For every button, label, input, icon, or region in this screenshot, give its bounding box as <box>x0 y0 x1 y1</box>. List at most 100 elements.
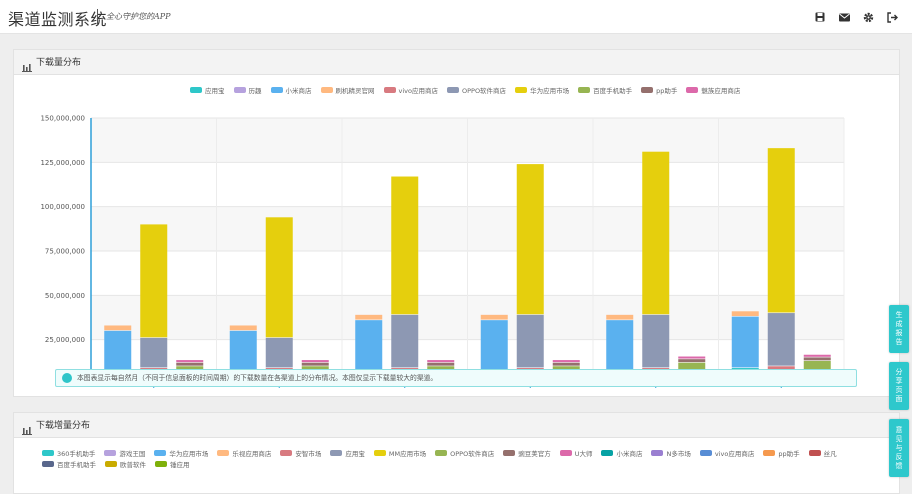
panel-header: 下载量分布 <box>14 50 899 75</box>
legend-swatch <box>435 449 448 456</box>
legend-swatch <box>686 86 699 93</box>
legend-item[interactable]: MM应用市场 <box>373 447 426 458</box>
legend-swatch <box>105 460 117 467</box>
legend-label: 百度手机助手 <box>57 460 96 469</box>
bar-segment <box>265 337 293 368</box>
legend-item[interactable]: 历趣 <box>233 84 262 95</box>
save-icon[interactable] <box>814 11 826 23</box>
legend-swatch <box>808 449 821 456</box>
bar-segment <box>516 164 544 315</box>
legend-item[interactable]: vivo应用商店 <box>383 84 438 95</box>
legend-label: 360手机助手 <box>57 449 96 458</box>
legend-label: pp助手 <box>656 86 678 95</box>
bar-segment <box>552 362 580 366</box>
legend-swatch <box>320 86 333 93</box>
legend-item[interactable]: pp助手 <box>763 447 800 458</box>
bar-chart-icon <box>22 420 32 439</box>
legend-item[interactable]: 乐视应用商店 <box>217 447 271 458</box>
legend-item[interactable]: pp助手 <box>641 84 677 95</box>
mail-icon[interactable] <box>838 11 850 23</box>
bar-segment <box>176 360 204 363</box>
legend-swatch <box>503 449 516 456</box>
app-title: 渠道监测系统 <box>8 10 108 29</box>
legend-item[interactable]: 百度手机助手 <box>578 84 632 95</box>
legend-label: 应用宝 <box>345 449 365 458</box>
share-page-button[interactable]: 分享页面 <box>889 362 909 410</box>
legend-item[interactable]: 应用宝 <box>190 84 225 95</box>
chart-notice: 本图表显示每自然月（不同于信息面板的时间周期）的下载数量在各渠道上的分布情况。本… <box>55 369 857 387</box>
bar-segment <box>803 357 831 361</box>
bar-segment <box>140 337 168 368</box>
legend-item[interactable]: 锤应用 <box>155 458 190 469</box>
legend-label: 华为应用市场 <box>530 86 570 95</box>
bar-segment <box>229 325 257 331</box>
legend-label: 华为应用市场 <box>169 449 209 458</box>
legend-item[interactable]: 豌豆荚官方 <box>503 447 551 458</box>
legend-item[interactable]: N多市场 <box>651 447 691 458</box>
bar-segment <box>767 148 795 313</box>
legend-item[interactable]: OPPO软件商店 <box>435 447 494 458</box>
legend-item[interactable]: 魅族应用商店 <box>686 84 740 95</box>
bar-segment <box>803 354 831 357</box>
legend-item[interactable]: OPPO软件商店 <box>446 84 507 95</box>
legend-label: pp助手 <box>778 449 800 458</box>
y-tick-label: 75,000,000 <box>45 248 85 256</box>
bar-segment <box>355 314 383 320</box>
bar-segment <box>391 176 419 315</box>
bar-segment <box>301 362 329 366</box>
gear-icon[interactable] <box>862 11 874 23</box>
legend-item[interactable]: 欧普软件 <box>105 458 146 469</box>
legend-item[interactable]: 360手机助手 <box>42 447 95 458</box>
legend-swatch <box>270 86 283 93</box>
notice-text: 本图表显示每自然月（不同于信息面板的时间周期）的下载数量在各渠道上的分布情况。本… <box>77 374 438 382</box>
bar-segment <box>552 360 580 363</box>
info-icon <box>62 373 72 383</box>
legend-label: 游戏王国 <box>119 449 146 458</box>
bar-segment <box>176 362 204 366</box>
y-tick-label: 50,000,000 <box>45 292 85 300</box>
legend-item[interactable]: 应用宝 <box>330 447 365 458</box>
legend-item[interactable]: 安智市场 <box>280 447 321 458</box>
bar-segment <box>516 314 544 368</box>
legend-label: OPPO软件商店 <box>461 86 507 95</box>
legend-swatch <box>383 86 396 93</box>
legend-label: 应用宝 <box>205 86 225 95</box>
legend-item[interactable]: 小米商店 <box>601 447 642 458</box>
bar-segment <box>480 320 508 370</box>
legend-label: 乐视应用商店 <box>232 449 272 458</box>
legend-swatch <box>515 86 528 93</box>
legend-item[interactable]: 华为应用市场 <box>515 84 569 95</box>
legend-item[interactable]: U大师 <box>559 447 592 458</box>
y-tick-label: 100,000,000 <box>40 203 85 211</box>
legend-item[interactable]: 游戏王国 <box>104 447 145 458</box>
bar-segment <box>301 360 329 363</box>
legend-item[interactable]: 丝凡 <box>808 447 837 458</box>
download-distribution-panel: 下载量分布 应用宝 历趣 小米商店 刷机精灵官网 vivo应用商店 OPPO软件商店 华为应… <box>13 49 900 397</box>
title-divider <box>97 9 98 24</box>
legend-swatch <box>373 449 386 456</box>
bar-segment <box>265 217 293 338</box>
feedback-button[interactable]: 意见与反馈 <box>889 419 909 477</box>
panel-title: 下载增量分布 <box>36 421 91 431</box>
legend-label: 安智市场 <box>295 449 322 458</box>
bar-segment <box>355 320 383 370</box>
panel-header: 下载增量分布 <box>14 413 899 438</box>
legend-item[interactable]: 小米商店 <box>270 84 312 95</box>
logout-icon[interactable] <box>886 11 898 23</box>
legend-label: OPPO软件商店 <box>450 449 495 458</box>
bar-segment <box>731 311 759 317</box>
legend-swatch <box>280 449 293 456</box>
top-bar: 渠道监测系统 全心守护您的APP <box>0 0 912 34</box>
legend-item[interactable]: 华为应用市场 <box>154 447 208 458</box>
legend-label: 欧普软件 <box>120 460 146 469</box>
bar-segment <box>642 151 670 315</box>
legend-swatch <box>699 449 712 456</box>
legend-item[interactable]: 百度手机助手 <box>42 458 96 469</box>
bar-segment <box>606 314 634 320</box>
download-increment-panel: 下载增量分布 360手机助手 游戏王国 华为应用市场 乐视应用商店 安智市场 应用宝 MM应… <box>13 412 900 494</box>
legend-item[interactable]: 刷机精灵官网 <box>320 84 375 95</box>
legend-item[interactable]: vivo应用商店 <box>699 447 754 458</box>
legend-swatch <box>330 449 343 456</box>
generate-report-button[interactable]: 生成报告 <box>889 305 909 353</box>
legend-swatch <box>446 86 459 93</box>
